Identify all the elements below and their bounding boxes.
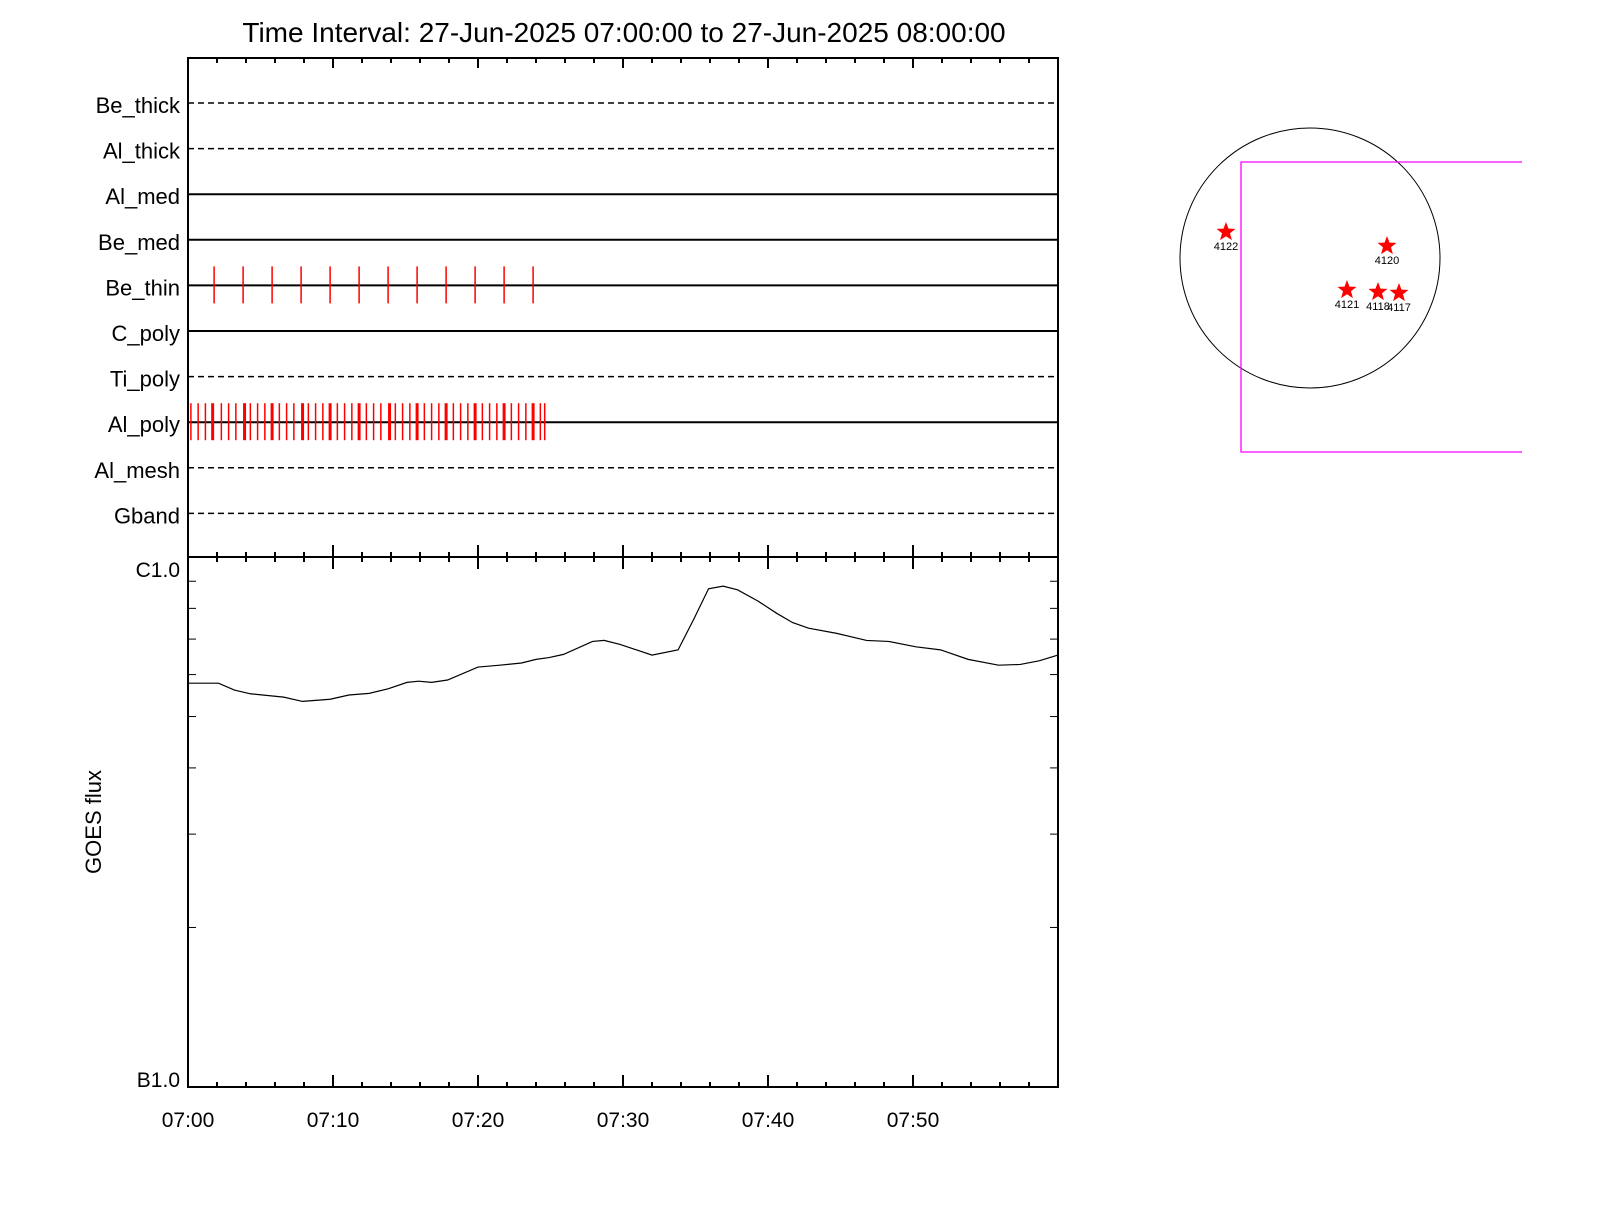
filter-label: Ti_poly [110, 367, 180, 392]
goes-flux-panel: GOES flux C1.0 B1.0 07:00 07:10 07:20 07:30… [81, 556, 1059, 1132]
filter-label: Gband [114, 503, 180, 528]
x-tick-label: 07:20 [452, 1109, 505, 1132]
active-region-label: 4117 [1387, 302, 1411, 314]
filter-label: Be_thin [105, 275, 180, 300]
chart-title: Time Interval: 27-Jun-2025 07:00:00 to 2… [242, 17, 1005, 48]
active-region-label: 4122 [1214, 241, 1238, 253]
filter-label: Be_med [98, 230, 180, 255]
filter-label: Be_thick [96, 93, 181, 118]
active-region-label: 4118 [1366, 301, 1390, 313]
x-tick-label: 07:30 [597, 1109, 650, 1132]
filter-label: Al_med [105, 184, 180, 209]
bottom-panel-frame [187, 556, 1059, 1088]
active-region-star-icon [1389, 283, 1409, 302]
active-region-star-icon [1216, 222, 1236, 241]
active-region-label: 4120 [1375, 255, 1399, 267]
x-tick-label: 07:10 [307, 1109, 360, 1132]
filter-label: C_poly [112, 321, 180, 346]
x-tick-label: 07:40 [742, 1109, 795, 1132]
x-tick-label: 07:50 [887, 1109, 940, 1132]
y-axis-label: GOES flux [81, 770, 106, 874]
y-tick-label-bottom: B1.0 [137, 1069, 180, 1092]
xrt-fov-box [1240, 161, 1522, 453]
x-tick-label: 07:00 [162, 1109, 215, 1132]
filter-timeline-panel: Be_thick Al_thick Al_med Be_med Be_thin C_pol… [94, 57, 1059, 558]
top-panel-frame [187, 57, 1059, 558]
filter-label: Al_thick [103, 139, 181, 164]
active-region-label: 4121 [1335, 299, 1359, 311]
y-tick-label-top: C1.0 [136, 559, 180, 582]
active-region-star-icon [1337, 280, 1357, 299]
filter-label: Al_poly [108, 412, 180, 437]
solar-limb [1179, 127, 1441, 389]
goes-flux-line [188, 585, 1059, 703]
active-region-star-icon [1368, 282, 1388, 301]
active-region-star-icon [1377, 236, 1397, 255]
filter-label: Al_mesh [94, 458, 180, 483]
